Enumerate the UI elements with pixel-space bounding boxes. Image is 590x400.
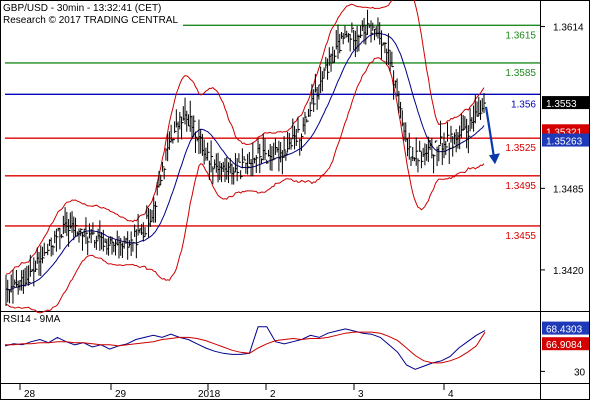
- rsi-y-tick-label-30: 30: [574, 367, 586, 378]
- level-label-1.356: 1.356: [511, 99, 536, 110]
- rsi-ma-line: [5, 331, 486, 364]
- price-tag-bollinger: 1.35321: [546, 127, 583, 138]
- arrow-head: [489, 153, 500, 165]
- forecast-arrow: [484, 106, 500, 165]
- bollinger-lower-band: [5, 57, 485, 314]
- level-label-1.3585: 1.3585: [505, 68, 536, 79]
- x-tick-label-29: 29: [115, 389, 127, 400]
- rsi-label: RSI14 - 9MA: [3, 314, 61, 325]
- rsi-panel: 68.4303 66.9084 30: [4, 321, 589, 378]
- rsi-tag-bg-rsi: [542, 321, 589, 335]
- price-tag-moving_average: 1.35263: [546, 137, 583, 148]
- price-tag-bg-moving_average: [542, 133, 589, 147]
- price-bars: [5, 9, 486, 306]
- price-tag-bg-current: [542, 96, 589, 110]
- y-tick-label-1.3420: 1.3420: [553, 266, 584, 277]
- y-tick-label-1.3614: 1.3614: [553, 23, 584, 34]
- level-label-1.3615: 1.3615: [505, 30, 536, 41]
- level-label-1.3495: 1.3495: [505, 181, 536, 192]
- price-tag-current: 1.3553: [546, 99, 577, 110]
- level-label-1.3525: 1.3525: [505, 143, 536, 154]
- rsi-tag-ma: 66.9084: [546, 340, 583, 351]
- x-tick-label-2018: 2018: [198, 389, 221, 400]
- y-tick-label-1.3485: 1.3485: [553, 184, 584, 195]
- rsi-line: [4, 326, 486, 370]
- moving-average-line: [5, 32, 485, 291]
- x-tick-label-28: 28: [24, 389, 36, 400]
- rsi-tag-rsi: 68.4303: [546, 325, 583, 336]
- x-tick-label-4: 4: [448, 389, 454, 400]
- rsi-tag-bg-ma: [542, 337, 589, 351]
- copyright-text: Research © 2017 TRADING CENTRAL: [3, 15, 178, 26]
- arrow-shaft: [484, 106, 496, 158]
- chart-title: GBP/USD - 30min - 13:32:41 (CET): [3, 3, 161, 14]
- bollinger-upper-band: [5, 0, 485, 275]
- x-tick-label-3: 3: [358, 389, 364, 400]
- level-lines: 1.3615 1.3585 1.356 1.3525 1.3495 1.3455: [5, 24, 540, 242]
- level-label-1.3455: 1.3455: [505, 231, 536, 242]
- x-tick-label-2: 2: [270, 389, 276, 400]
